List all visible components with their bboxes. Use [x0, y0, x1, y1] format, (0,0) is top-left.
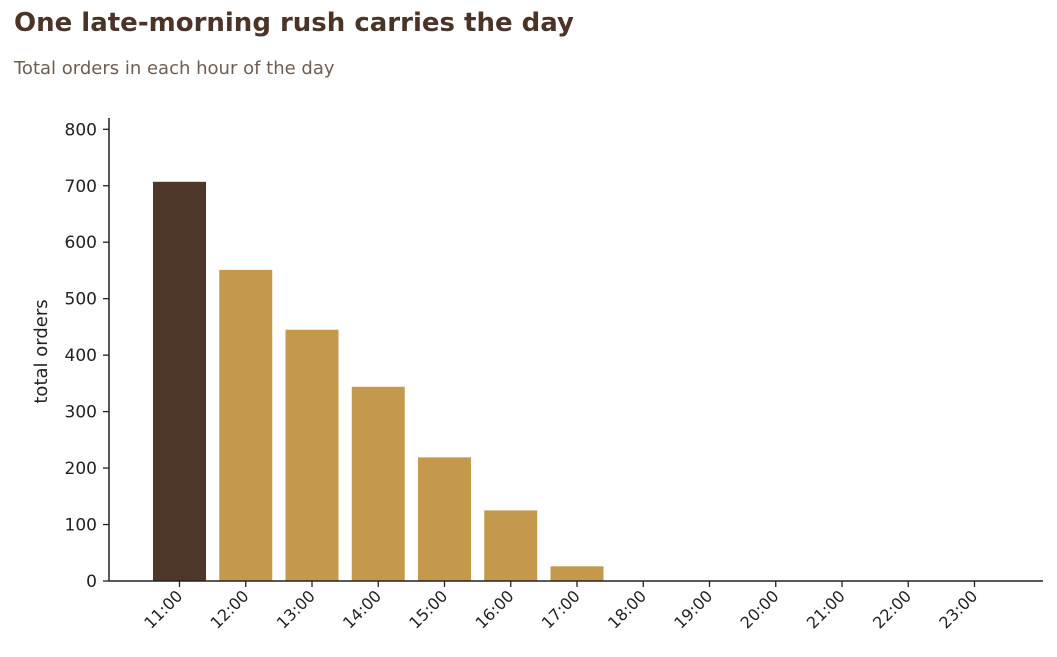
bar-1400: [351, 386, 405, 581]
bar-1300: [285, 329, 339, 581]
y-tick-label-800: 800: [65, 120, 97, 140]
x-tick-label-1800: 18:00: [604, 586, 650, 632]
x-tick-label-1500: 15:00: [405, 586, 451, 632]
y-axis: 0 100 200 300 400 500 600 700 800: [65, 118, 110, 592]
x-tick-label-1300: 13:00: [273, 586, 319, 632]
chart-subtitle: Total orders in each hour of the day: [14, 58, 335, 79]
bar-1700: [550, 566, 604, 581]
bar-1500: [418, 457, 471, 581]
x-tick-label-1400: 14:00: [339, 586, 385, 632]
y-tick-label-400: 400: [65, 346, 97, 366]
y-tick-label-700: 700: [65, 177, 97, 197]
bar-1200: [219, 269, 273, 581]
x-tick-label-1700: 17:00: [538, 586, 584, 632]
x-tick-label-1100: 11:00: [140, 586, 186, 632]
x-tick-label-1600: 16:00: [472, 586, 518, 632]
y-tick-label-500: 500: [65, 290, 97, 310]
x-tick-label-2200: 22:00: [869, 586, 915, 632]
bars-group: [153, 181, 604, 582]
chart-title: One late-morning rush carries the day: [14, 8, 574, 38]
y-tick-label-0: 0: [86, 572, 97, 592]
x-tick-label-2300: 23:00: [935, 586, 981, 632]
y-tick-label-200: 200: [65, 459, 97, 479]
bar-1600: [484, 510, 538, 581]
y-tick-label-600: 600: [65, 233, 97, 253]
x-tick-label-1900: 19:00: [670, 586, 716, 632]
x-tick-label-2000: 20:00: [737, 586, 783, 632]
x-tick-label-2100: 21:00: [803, 586, 849, 632]
bar-1100: [153, 181, 206, 582]
y-tick-label-300: 300: [65, 403, 97, 423]
x-tick-label-1200: 12:00: [207, 586, 253, 632]
y-tick-label-100: 100: [65, 516, 97, 536]
y-axis-title: total orders: [31, 299, 52, 403]
x-axis: 11:00 12:00 13:00 14:00 15:00 16:00 17:00 18:00…: [109, 580, 1043, 632]
